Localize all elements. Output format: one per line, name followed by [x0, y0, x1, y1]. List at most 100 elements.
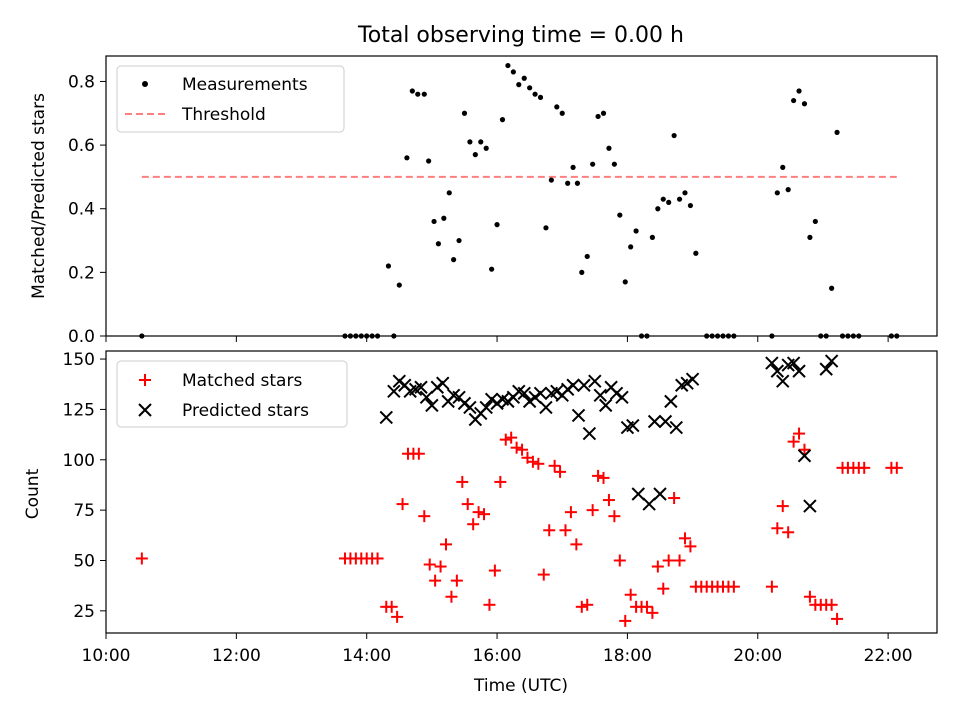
measurement-point: [554, 104, 560, 110]
bottom-ytick-label: 75: [73, 501, 95, 521]
measurement-point: [494, 222, 500, 228]
matched-star-point: [673, 554, 686, 567]
measurement-point: [404, 155, 410, 161]
top-legend-box: [116, 65, 345, 133]
bottom-axes-frame: [105, 350, 938, 634]
matched-star-point: [494, 475, 507, 488]
measurement-point: [532, 91, 538, 97]
legend-predicted-label: Predicted stars: [182, 401, 309, 421]
predicted-star-point: [588, 374, 602, 388]
measurement-point: [693, 250, 699, 256]
bottom-ytick-label: 125: [63, 400, 95, 420]
measurement-point: [796, 88, 802, 94]
matched-star-point: [478, 508, 491, 521]
measurement-point: [467, 139, 473, 145]
top-ytick-label: 0.6: [68, 136, 95, 156]
measurement-point: [600, 110, 607, 116]
legend-threshold-label: Threshold: [181, 105, 266, 125]
bottom-xtick-label: 14:00: [342, 646, 391, 666]
predicted-star-point: [669, 420, 684, 435]
matched-star-point: [684, 540, 697, 553]
measurement-point: [385, 263, 392, 269]
measurement-point: [774, 190, 780, 196]
matched-star-point: [532, 457, 545, 470]
top-panel: 0.00.20.40.60.8 Matched/Predicted stars …: [29, 55, 938, 347]
predicted-star-point: [436, 376, 450, 390]
top-ytick-label: 0.2: [68, 263, 95, 283]
matched-star-point: [793, 427, 806, 440]
top-axes-frame: [105, 55, 938, 337]
matched-star-point: [570, 538, 583, 551]
predicted-star-point: [792, 364, 806, 378]
matched-star-point: [727, 580, 740, 593]
measurement-point: [791, 97, 797, 104]
measurement-point: [570, 164, 576, 170]
measurement-point: [548, 177, 554, 183]
predicted-star-point: [582, 426, 597, 441]
matched-star-point: [371, 552, 384, 565]
top-ylabel: Matched/Predicted stars: [29, 93, 49, 299]
bottom-axis-ticks: 25 50 75 100 125 150 10:00 12:00 14:00 16:00 18:00…: [63, 350, 913, 666]
measurement-point: [666, 199, 672, 205]
matched-star-point: [619, 614, 632, 627]
measurement-point: [655, 206, 661, 212]
matched-star-point: [385, 600, 398, 613]
matched-star-point: [678, 532, 691, 545]
top-legend: Measurements Threshold: [116, 65, 345, 133]
bottom-xtick-label: 20:00: [733, 646, 782, 666]
bottom-xlabel: Time (UTC): [473, 676, 568, 696]
matched-star-point: [499, 433, 512, 446]
matched-star-point: [602, 494, 615, 507]
measurement-point: [829, 285, 835, 291]
matched-star-point: [412, 447, 425, 460]
measurement-point: [441, 215, 447, 221]
matched-star-point: [586, 504, 599, 517]
matched-star-point: [526, 455, 539, 468]
measurement-point: [521, 75, 527, 81]
measurement-point: [676, 196, 683, 202]
matched-star-point: [564, 506, 577, 519]
matched-star-point: [543, 524, 556, 537]
predicted-star-point: [765, 356, 779, 370]
predicted-star-point: [577, 378, 591, 392]
matched-star-point: [597, 471, 610, 484]
measurement-point: [785, 187, 791, 193]
matched-star-point: [472, 506, 485, 519]
bottom-xtick-label: 22:00: [864, 646, 913, 666]
measurement-point: [617, 212, 623, 218]
matched-star-point: [423, 558, 436, 571]
matched-star-point: [651, 560, 664, 573]
predicted-star-point: [819, 362, 833, 376]
predicted-star-point: [658, 414, 673, 429]
top-ytick-label: 0.8: [68, 72, 95, 92]
matched-star-point: [429, 574, 442, 587]
matched-star-point: [657, 582, 670, 595]
matched-star-point: [825, 598, 838, 611]
predicted-star-point: [598, 398, 613, 413]
matched-star-point: [581, 598, 594, 611]
bottom-ytick-label: 150: [63, 350, 95, 370]
matched-star-point: [440, 538, 453, 551]
measurement-point: [478, 139, 484, 145]
measurement-point: [446, 190, 452, 196]
bottom-ytick-label: 100: [63, 451, 95, 471]
predicted-star-point: [653, 487, 667, 501]
legend-matched-label: Matched stars: [182, 371, 302, 391]
matched-star-point: [831, 612, 844, 625]
matched-star-point: [510, 441, 523, 454]
matched-star-point: [559, 524, 572, 537]
measurement-point: [461, 110, 468, 116]
matched-star-point: [798, 443, 811, 456]
predicted-star-point: [770, 364, 785, 378]
predicted-star-point: [631, 487, 645, 501]
matched-star-point: [765, 580, 778, 593]
predicted-star-point: [685, 372, 700, 386]
matched-star-point: [771, 522, 784, 535]
measurement-point: [510, 69, 516, 75]
matched-star-point: [135, 552, 148, 565]
measurement-point: [435, 241, 441, 247]
matched-star-point: [516, 443, 529, 456]
matched-star-point: [787, 435, 800, 448]
measurement-point: [426, 158, 432, 164]
